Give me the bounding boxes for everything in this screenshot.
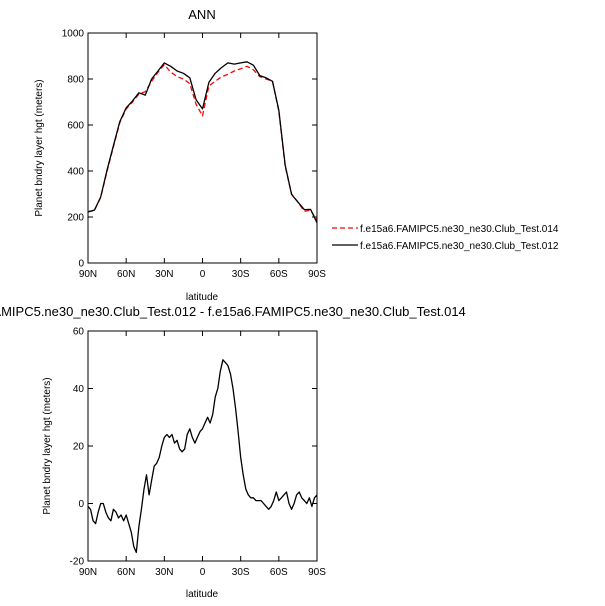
legend-label-series-2: f.e15a6.FAMIPC5.ne30_ne30.Club_Test.012 [360, 241, 559, 252]
top-panel-x-tick-label: 90S [308, 269, 326, 280]
top-panel-x-tick-label: 60N [117, 269, 135, 280]
top-panel-x-tick-label: 30N [155, 269, 173, 280]
bottom-panel-title: f.e15a6.FAMIPC5.ne30_ne30.Club_Test.012 … [0, 304, 466, 319]
top-panel-title: ANN [188, 7, 215, 22]
bottom-panel-y-tick-label: 20 [73, 442, 85, 453]
bottom-panel-y-tick-label: -20 [70, 557, 85, 568]
bottom-panel-x-tick-label: 30N [155, 567, 173, 578]
top-panel-series [87, 61, 318, 224]
bottom-panel-x-tick-label: 90S [308, 567, 326, 578]
top-panel: ANN Planet bndry layer hgt (meters) lati… [34, 7, 559, 303]
bottom-panel-x-tick-label: 60N [117, 567, 135, 578]
top-panel-frame [87, 32, 318, 264]
top-panel-y-tick-label: 1000 [62, 29, 85, 40]
bottom-panel-x-tick-label: 30S [232, 567, 250, 578]
bottom-panel-ticks: 90N 60N 30N 0 30S 60S 90S -20 0 20 40 60 [70, 327, 327, 579]
bottom-panel-y-axis-label: Planet bndry layer hgt (meters) [42, 377, 53, 514]
top-panel-y-tick-label: 400 [67, 167, 84, 178]
bottom-panel-x-axis-label: latitude [186, 589, 219, 600]
bottom-panel-x-tick-label: 60S [270, 567, 288, 578]
top-panel-x-tick-label: 60S [270, 269, 288, 280]
bottom-panel-y-tick-label: 0 [78, 499, 84, 510]
legend-label-series-1: f.e15a6.FAMIPC5.ne30_ne30.Club_Test.014 [360, 224, 559, 235]
top-panel-x-tick-label: 30S [232, 269, 250, 280]
bottom-panel: f.e15a6.FAMIPC5.ne30_ne30.Club_Test.012 … [0, 304, 466, 600]
top-panel-y-tick-label: 0 [78, 259, 84, 270]
bottom-panel-frame [87, 330, 318, 562]
bottom-panel-series-line-1 [87, 359, 318, 554]
bottom-panel-series [87, 359, 318, 554]
top-panel-series-line-2 [87, 61, 318, 224]
top-panel-y-tick-label: 800 [67, 75, 84, 86]
bottom-panel-x-tick-label: 90N [79, 567, 97, 578]
top-panel-y-tick-label: 200 [67, 213, 84, 224]
legend: f.e15a6.FAMIPC5.ne30_ne30.Club_Test.014 … [332, 224, 559, 252]
top-panel-y-tick-label: 600 [67, 121, 84, 132]
top-panel-x-axis-label: latitude [186, 292, 219, 303]
top-panel-y-axis-label: Planet bndry layer hgt (meters) [34, 79, 45, 216]
bottom-panel-y-tick-label: 60 [73, 327, 85, 338]
bottom-panel-y-tick-label: 40 [73, 384, 85, 395]
top-panel-x-tick-label: 0 [200, 269, 206, 280]
top-panel-x-tick-label: 90N [79, 269, 97, 280]
bottom-panel-x-tick-label: 0 [200, 567, 206, 578]
top-panel-ticks: 90N 60N 30N 0 30S 60S 90S 0 200 400 600 800 1000 [62, 29, 326, 281]
